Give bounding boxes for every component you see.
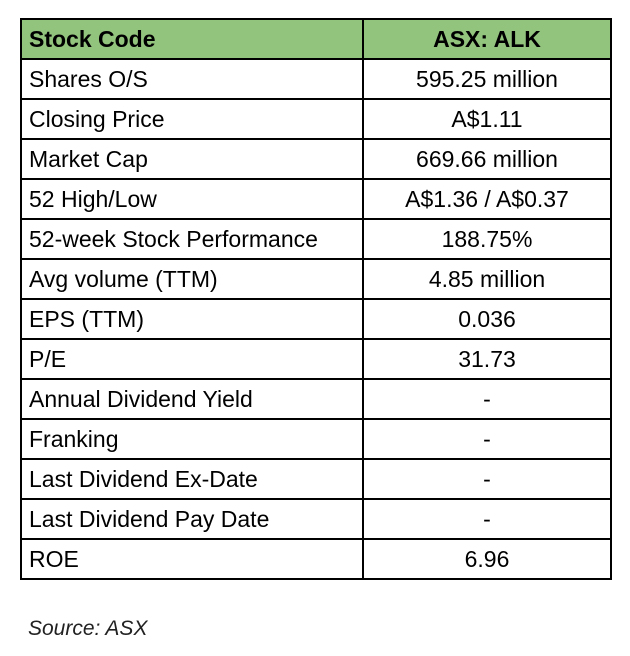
source-note: Source: ASX <box>28 617 148 640</box>
row-label: Annual Dividend Yield <box>20 378 364 420</box>
table-row: P/E 31.73 <box>20 338 612 380</box>
table-row: Shares O/S 595.25 million <box>20 58 612 100</box>
row-label: 52 High/Low <box>20 178 364 220</box>
row-value: - <box>362 418 612 460</box>
table-row: Market Cap 669.66 million <box>20 138 612 180</box>
table-row: EPS (TTM) 0.036 <box>20 298 612 340</box>
table-row: Avg volume (TTM) 4.85 million <box>20 258 612 300</box>
table-header-row: Stock Code ASX: ALK <box>20 18 612 60</box>
row-label: Last Dividend Ex-Date <box>20 458 364 500</box>
row-value: - <box>362 378 612 420</box>
row-value: 4.85 million <box>362 258 612 300</box>
table-row: Closing Price A$1.11 <box>20 98 612 140</box>
row-label: Shares O/S <box>20 58 364 100</box>
table-row: Annual Dividend Yield - <box>20 378 612 420</box>
row-value: 669.66 million <box>362 138 612 180</box>
row-label: Franking <box>20 418 364 460</box>
row-value: 6.96 <box>362 538 612 580</box>
header-value: ASX: ALK <box>362 18 612 60</box>
table-row: Last Dividend Ex-Date - <box>20 458 612 500</box>
row-value: 31.73 <box>362 338 612 380</box>
row-label: Market Cap <box>20 138 364 180</box>
row-label: P/E <box>20 338 364 380</box>
row-value: - <box>362 458 612 500</box>
row-value: 0.036 <box>362 298 612 340</box>
row-label: 52-week Stock Performance <box>20 218 364 260</box>
table-row: Franking - <box>20 418 612 460</box>
row-value: 595.25 million <box>362 58 612 100</box>
stock-info-table: Stock Code ASX: ALK Shares O/S 595.25 mi… <box>20 18 612 580</box>
row-label: EPS (TTM) <box>20 298 364 340</box>
table-row: Last Dividend Pay Date - <box>20 498 612 540</box>
row-label: Last Dividend Pay Date <box>20 498 364 540</box>
header-label: Stock Code <box>20 18 364 60</box>
row-value: - <box>362 498 612 540</box>
row-value: A$1.11 <box>362 98 612 140</box>
table-row: 52-week Stock Performance 188.75% <box>20 218 612 260</box>
row-label: Closing Price <box>20 98 364 140</box>
table-row: ROE 6.96 <box>20 538 612 580</box>
row-label: Avg volume (TTM) <box>20 258 364 300</box>
row-value: A$1.36 / A$0.37 <box>362 178 612 220</box>
row-value: 188.75% <box>362 218 612 260</box>
table-row: 52 High/Low A$1.36 / A$0.37 <box>20 178 612 220</box>
row-label: ROE <box>20 538 364 580</box>
